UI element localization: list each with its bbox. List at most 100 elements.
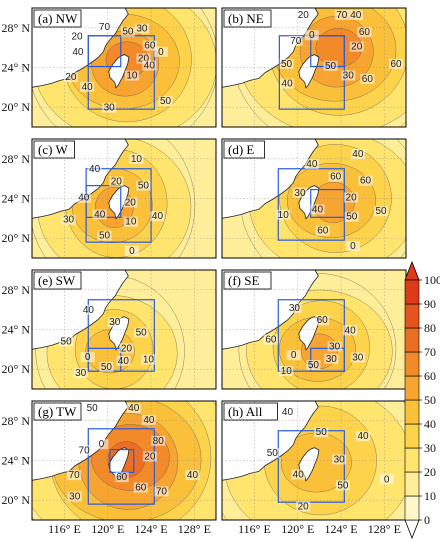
contour-label: 40 <box>143 415 155 426</box>
panel-field: 20 40 60 50 30 60 60 40 50 10 40 0 <box>222 139 406 258</box>
taiwan-island <box>298 316 320 351</box>
contour-label: 50 <box>160 96 172 107</box>
contour-label-bg <box>358 175 373 186</box>
contour-label-bg <box>77 445 92 456</box>
contour-label: 60 <box>390 59 402 70</box>
contour-label-bg <box>63 72 78 83</box>
lat-tick-label: 28° N <box>2 21 31 35</box>
contour-label-bg <box>344 211 359 222</box>
panel-frame <box>31 138 217 259</box>
contour-label-bg <box>374 206 389 217</box>
contour-label: 40 <box>282 79 294 90</box>
panel-field: 30 40 50 50 50 40 20 40 0 <box>222 401 406 520</box>
contour-label: 40 <box>187 470 199 481</box>
analysis-box <box>277 430 345 503</box>
contour-label-bg <box>304 30 319 41</box>
contour-label-bg <box>154 486 169 497</box>
contour-label: 70 <box>69 470 81 481</box>
contour-label-bg <box>141 414 156 425</box>
contour-label: 20 <box>111 177 123 188</box>
lon-tick-label: 120° E <box>281 522 314 536</box>
lon-tick-label: 124° E <box>324 522 357 536</box>
contour-label-bg <box>324 353 339 364</box>
contour-label: 70 <box>156 486 168 497</box>
panel-label: (h) All <box>228 404 263 419</box>
contour-label-bg <box>349 41 364 52</box>
contour-label: 40 <box>152 211 164 222</box>
contour-label: 50 <box>346 212 358 223</box>
contour-label: 30 <box>329 341 341 352</box>
contour-label: 20 <box>125 197 137 208</box>
contour-label: 70 <box>336 10 348 21</box>
contour-label: 10 <box>143 354 155 365</box>
lat-tick-label: 24° N <box>2 323 31 337</box>
contour-label-bg <box>97 230 112 241</box>
contour-label: 40 <box>118 356 130 367</box>
lat-tick-label: 28° N <box>2 283 31 297</box>
panel-frame <box>31 7 217 128</box>
colorbar-tick-label: 20 <box>424 465 436 479</box>
contour-label: 30 <box>75 368 87 379</box>
mainland-land <box>222 8 319 88</box>
contour-label-bg <box>288 35 303 46</box>
panel-label: (a) NW <box>38 11 78 26</box>
contour-label: 30 <box>136 24 148 35</box>
contour-label-bg <box>348 10 363 20</box>
contour-label-bg <box>280 406 295 417</box>
contour-label: 40 <box>293 469 305 480</box>
contour-label-bg <box>335 480 350 491</box>
contour-label-bg <box>81 304 96 315</box>
contour-label: 10 <box>281 366 293 377</box>
lat-tick-label: 20° N <box>2 493 31 507</box>
contour-label-bg <box>323 60 338 71</box>
contour-label-bg <box>341 70 356 81</box>
contour-label-bg <box>286 350 301 361</box>
contour-label-bg <box>379 474 394 485</box>
panel-label: (c) W <box>38 142 68 157</box>
lon-tick-label: 116° E <box>48 522 81 536</box>
contour-label: 30 <box>334 454 346 465</box>
map-panel: 30 10 60 30 60 40 50 30 30 0 (f) SE <box>221 269 407 390</box>
lon-tick-label: 128° E <box>368 522 401 536</box>
contour-label-bg <box>287 302 302 313</box>
contour-label-bg <box>280 78 295 89</box>
contour-label-bg <box>142 451 157 462</box>
contour-label: 70 <box>99 22 111 33</box>
panel-label: (d) E <box>228 142 254 157</box>
lon-tick-label: 128° E <box>178 522 211 536</box>
colorbar-segment <box>404 423 420 449</box>
contour-label-bg <box>73 368 88 379</box>
contour-label-bg <box>134 327 149 338</box>
subregion-box <box>310 188 345 218</box>
contour-label: 20 <box>346 192 358 203</box>
colorbar-segment <box>404 351 420 377</box>
lat-tick-label: 24° N <box>2 454 31 468</box>
colorbar: 0 10 20 30 40 50 60 70 80 90 100 <box>404 260 440 540</box>
lat-tick-label: 20° N <box>2 231 31 245</box>
contour-label: 30 <box>289 303 301 314</box>
mainland-land <box>32 270 129 350</box>
contour-label-bg <box>345 240 360 251</box>
contour-label: 0 <box>309 30 315 41</box>
contour-label: 0 <box>350 241 356 252</box>
colorbar-segment <box>404 447 420 473</box>
contour-label: 0 <box>85 352 91 363</box>
contour-label-bg <box>334 10 349 20</box>
colorbar-extend-max <box>404 260 420 281</box>
contour-label: 0 <box>291 350 297 361</box>
contour-label: 10 <box>278 210 290 221</box>
panel-frame <box>221 138 407 259</box>
contour-label: 60 <box>317 315 329 326</box>
contour-label: 40 <box>306 159 318 170</box>
lat-tick-label: 28° N <box>2 414 31 428</box>
contour-label: 80 <box>153 436 165 447</box>
contour-label: 0 <box>129 246 135 257</box>
contour-label-bg <box>306 359 321 370</box>
contour-label: 0 <box>99 439 105 450</box>
panel-frame <box>31 400 217 521</box>
panel-label-box <box>33 402 82 421</box>
contour-label-bg <box>142 60 157 71</box>
